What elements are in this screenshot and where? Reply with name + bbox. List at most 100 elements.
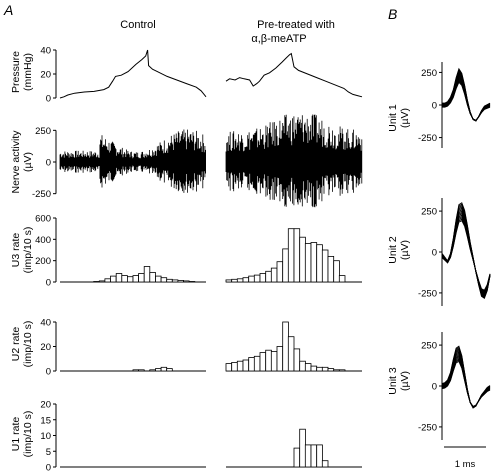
unit1-y-tick-label: -250 [418,133,437,144]
u2-bar-pretreated [259,352,267,372]
u1-y-tick-label: 0 [46,463,51,474]
panel-label-a: A [3,2,13,18]
u3-bar-pretreated [304,243,312,283]
u1-bar-pretreated [321,460,329,468]
column-title-pretreated-line1: Pre-treated with [257,19,335,31]
ylabel-unit3-2: (µV) [399,371,411,391]
u3-bar-pretreated [270,267,278,283]
pressure-y-tick-label: 0 [46,94,51,105]
u2-bar-control [138,369,145,372]
pressure-series-control [59,49,207,99]
u3-y-tick-label: 0 [46,278,51,289]
u3-bar-control [177,279,184,283]
u3-bar-pretreated [299,236,306,283]
u3-bar-control [183,280,190,283]
unit1-waveform-trace [442,68,491,122]
u3-bar-pretreated [242,277,250,283]
ylabel-pressure-2: (mmHg) [22,53,34,91]
u2-bar-pretreated [338,369,346,372]
u2-bar-control [132,369,139,372]
u1-bar-pretreated [299,428,306,468]
u3-bar-pretreated [338,275,346,283]
ylabel-unit2-1: Unit 2 [387,236,399,264]
unit1-waveform-trace [442,70,491,122]
ylabel-u3-1: U3 rate [10,233,22,268]
u3-bar-pretreated [287,228,295,283]
u3-bar-pretreated [310,242,318,283]
u1-y-tick-label: 20 [40,400,51,411]
nerve-y-tick-label: 250 [35,126,51,137]
scale-bar-label: 1 ms [455,459,476,470]
u2-bar-pretreated [236,360,244,372]
u2-bar-pretreated [270,350,278,372]
u2-bar-pretreated [327,368,335,372]
unit3-waveform-trace [441,345,491,409]
u2-bar-pretreated [253,355,261,372]
u1-y-tick-label: 10 [40,431,51,442]
unit1-y-tick-label: 250 [421,68,437,79]
u2-bar-pretreated [287,336,295,372]
u2-bar-pretreated [248,357,255,372]
u3-bar-control [98,280,106,283]
ylabel-unit1-1: Unit 1 [387,104,399,132]
unit1-y-tick-label: 0 [432,101,437,112]
pressure-series-pretreated [225,52,363,98]
ylabel-u2-2: (imp/10 s) [22,321,34,368]
plots-group: 02040-250025002004006000204005101520-250… [32,46,491,474]
u3-bar-pretreated [293,228,301,283]
u2-bar-pretreated [265,349,272,372]
unit2-y-tick-label: -250 [418,288,437,299]
u2-bar-pretreated [293,348,301,372]
nerve-series-pretreated [225,114,363,208]
u2-bar-pretreated [231,361,238,372]
u2-y-tick-label: 0 [46,367,51,378]
u2-bar-control [149,369,156,372]
u3-bar-control [127,276,134,283]
u2-bar-pretreated [316,366,323,372]
u2-bar-pretreated [333,369,340,372]
u1-bar-pretreated [316,444,323,468]
u3-y-tick-label: 600 [35,214,51,225]
u3-bar-control [104,278,111,283]
u3-bar-control [166,278,173,283]
unit2-waveform-trace [441,202,491,299]
u1-bar-pretreated [310,444,318,468]
u3-bar-control [115,273,123,283]
unit1-waveform-trace [442,69,491,122]
ylabel-unit1-2: (µV) [399,108,411,128]
ylabel-u1-1: U1 rate [10,417,22,452]
u3-bar-control [93,281,100,283]
u2-bar-pretreated [310,365,318,372]
u3-bar-control [149,271,156,283]
u3-bar-control [171,279,179,283]
u3-bar-pretreated [225,279,233,283]
u2-bar-control [160,366,168,372]
ylabel-pressure-1: Pressure [10,51,22,93]
u2-bar-pretreated [242,359,250,372]
unit1-waveform-trace [442,73,491,122]
u2-y-tick-label: 40 [40,318,51,329]
u3-bar-pretreated [327,255,335,283]
u3-bar-pretreated [282,248,289,283]
nerve-y-tick-label: -250 [32,189,51,200]
ylabel-u2-1: U2 rate [10,327,22,362]
u2-bar-pretreated [299,360,306,372]
u3-bar-pretreated [236,278,244,283]
u3-bar-pretreated [253,274,261,283]
u3-bar-pretreated [265,270,272,283]
u3-bar-control [110,275,117,283]
column-title-pretreated-line2: α,β-meATP [251,33,306,45]
u3-bar-control [188,281,196,283]
pressure-y-tick-label: 40 [40,46,51,57]
unit3-y-tick-label: -250 [418,422,437,433]
u3-bar-control [121,275,128,283]
u1-y-tick-label: 5 [46,447,51,458]
u3-y-tick-label: 400 [35,235,51,246]
column-title-control: Control [120,19,155,31]
u3-bar-control [132,275,139,283]
unit3-y-tick-label: 250 [421,341,437,352]
u2-bar-pretreated [225,363,233,372]
unit3-y-tick-label: 0 [432,382,437,393]
ylabel-u3-2: (imp/10 s) [22,227,34,274]
